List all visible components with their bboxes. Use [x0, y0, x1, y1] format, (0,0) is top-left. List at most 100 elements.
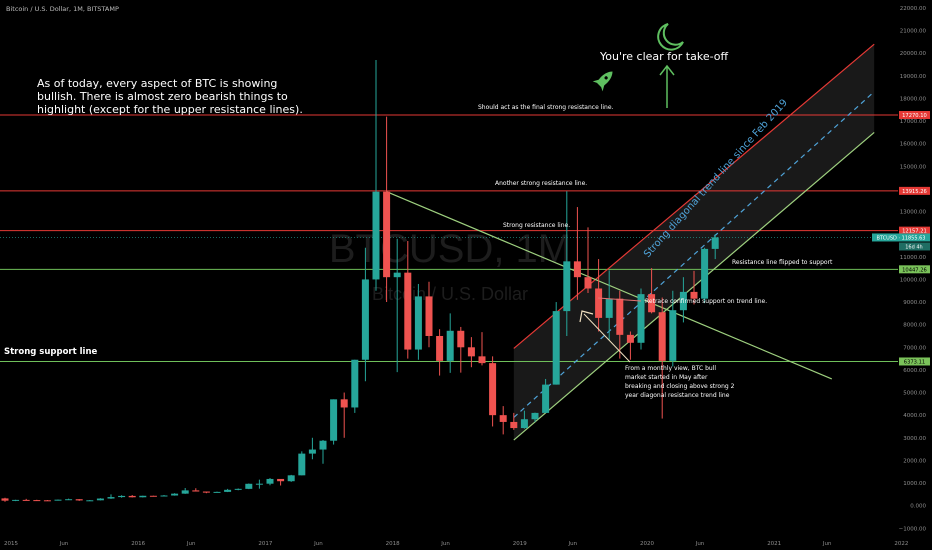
- strong-resistance-note: Strong resistance line.: [503, 222, 570, 229]
- monthly-view-line-4: year diagonal resistance trend line: [625, 392, 730, 399]
- price-tag-box: [899, 265, 930, 274]
- candle-body: [1, 498, 9, 501]
- y-tick-label: 9000.00: [903, 300, 926, 306]
- candle-body: [54, 499, 62, 501]
- x-axis: 2015 Jun 2016 Jun 2017 Jun 2018 Jun 2019 Jun 2020 J…: [4, 541, 908, 547]
- x-tick-label: Jun: [313, 541, 323, 547]
- price-tag-text: 17270.10: [902, 113, 927, 119]
- watermark-main: BTCUSD, 1M: [329, 227, 571, 271]
- candle-body: [616, 298, 624, 335]
- x-tick-label: 2021: [767, 541, 781, 547]
- candle-body: [330, 399, 338, 441]
- y-tick-label: −1000.00: [899, 526, 927, 532]
- candle-body: [340, 399, 348, 408]
- x-tick-label: Jun: [59, 541, 69, 547]
- candle-body: [467, 347, 475, 357]
- candle-body: [128, 495, 136, 498]
- another-resistance-note: Another strong resistance line.: [495, 180, 587, 187]
- candle-body: [563, 261, 571, 312]
- price-tag-box: [899, 186, 930, 195]
- y-tick-label: 0.000: [910, 504, 926, 510]
- candle-body: [372, 191, 380, 280]
- monthly-view-line-2: market started in May after: [625, 374, 708, 381]
- y-tick-label: 4000.00: [903, 413, 926, 419]
- candle-body: [552, 311, 560, 385]
- channel-layer: [513, 44, 875, 440]
- y-tick-label: 17000.00: [900, 119, 927, 125]
- x-tick-label: 2017: [258, 541, 272, 547]
- rocket-icon: [592, 71, 613, 92]
- monthly-view-pointer: [583, 313, 631, 363]
- candle-body: [298, 453, 306, 476]
- price-tag-current: BTCUSD · 11855.63 16d 4h: [872, 233, 930, 251]
- y-tick-label: 5000.00: [903, 391, 926, 397]
- candle-body: [245, 483, 253, 489]
- final-resistance-note: Should act as the final strong resistanc…: [478, 104, 614, 111]
- candle-body: [33, 500, 41, 502]
- countdown-box: [899, 242, 930, 251]
- candle-body: [266, 478, 274, 484]
- candle-body: [573, 261, 581, 278]
- candle-body: [658, 312, 666, 361]
- price-tag-box: [899, 357, 930, 366]
- candle-body: [669, 310, 677, 361]
- y-axis-panel[interactable]: [898, 0, 932, 550]
- candle-body: [499, 415, 507, 422]
- candle-body: [637, 294, 645, 343]
- strong-support-label: Strong support line: [4, 347, 98, 357]
- candle-body: [510, 421, 518, 429]
- chart-title: Bitcoin / U.S. Dollar, 1M, BITSTAMP: [6, 5, 119, 13]
- candle-body: [118, 495, 126, 498]
- candle-body: [414, 296, 422, 350]
- countdown-text: 16d 4h: [905, 244, 922, 250]
- price-tag-text: 10447.26: [902, 267, 927, 273]
- y-tick-label: 16000.00: [900, 142, 927, 148]
- y-tick-label: 1000.00: [903, 481, 926, 487]
- moon-icon: [657, 23, 684, 51]
- candle-body: [12, 499, 20, 501]
- candle-body: [65, 499, 73, 501]
- y-tick-label: 13000.00: [900, 210, 927, 216]
- candle-body: [107, 497, 115, 499]
- y-tick-label: 11000.00: [900, 255, 927, 261]
- x-tick-label: Jun: [568, 541, 578, 547]
- x-tick-label: Jun: [186, 541, 196, 547]
- candle-body: [308, 449, 316, 454]
- candle-body: [213, 491, 221, 493]
- x-tick-label: 2019: [513, 541, 527, 547]
- price-tag-box: [899, 226, 930, 235]
- candle-body: [171, 493, 179, 496]
- x-tick-label: 2020: [640, 541, 654, 547]
- price-tag-text: 12157.21: [902, 229, 927, 235]
- candle-body: [319, 440, 327, 450]
- candle-body: [605, 298, 613, 318]
- price-tag-support: 10447.26: [899, 265, 930, 274]
- x-tick-label: Jun: [695, 541, 705, 547]
- candle-body: [361, 279, 369, 360]
- candle-body: [393, 272, 401, 278]
- candle-body: [542, 384, 550, 413]
- x-tick-label: 2016: [131, 541, 145, 547]
- candle-body: [234, 488, 242, 490]
- y-tick-label: 3000.00: [903, 436, 926, 442]
- candle-body: [96, 498, 104, 501]
- price-tag-text: 6373.11: [904, 359, 925, 365]
- price-tag-box: [899, 110, 930, 119]
- x-tick-label: Jun: [822, 541, 832, 547]
- candle-body: [679, 291, 687, 311]
- candle-body: [351, 359, 359, 408]
- takeoff-label: You're clear for take-off: [599, 50, 728, 63]
- current-price-text: BTCUSD · 11855.63: [877, 235, 926, 241]
- candle-body: [457, 330, 465, 348]
- x-tick-label: Jun: [440, 541, 450, 547]
- takeoff-arrowhead: [659, 64, 675, 76]
- candle-body: [446, 330, 454, 361]
- candle-layer: [1, 60, 719, 502]
- candle-body: [192, 490, 200, 492]
- monthly-view-line-3: breaking and closing above strong 2: [625, 383, 735, 390]
- monthly-view-arrowhead: [579, 310, 594, 323]
- candle-body: [520, 419, 528, 429]
- x-tick-label: 2015: [4, 541, 18, 547]
